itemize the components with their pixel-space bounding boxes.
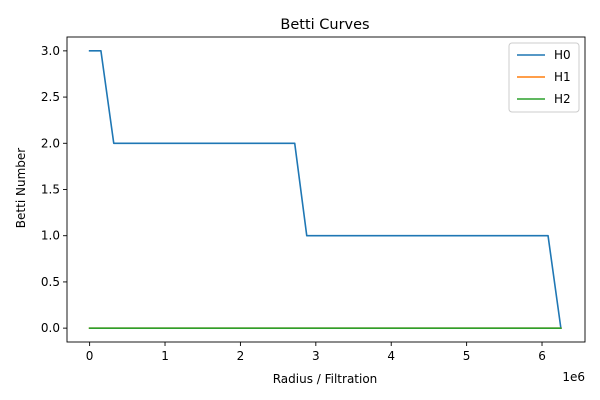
x-tick-label: 0 (86, 349, 94, 363)
y-axis-label: Betti Number (14, 148, 28, 228)
y-tick-label: 2.0 (41, 136, 60, 150)
x-tick-label: 4 (387, 349, 395, 363)
y-tick-label: 3.0 (41, 44, 60, 58)
plot-area (88, 50, 562, 330)
series-line-h0 (88, 50, 562, 330)
x-axis-label: Radius / Filtration (273, 372, 378, 386)
x-axis-offset-text: 1e6 (562, 370, 585, 384)
chart-title: Betti Curves (280, 17, 369, 33)
y-tick-label: 1.5 (41, 183, 60, 197)
legend-label-h1: H1 (554, 70, 571, 84)
legend: H0 H1 H2 (508, 42, 580, 113)
x-tick-label: 6 (538, 349, 546, 363)
y-tick-label: 2.5 (41, 90, 60, 104)
x-tick-label: 1 (161, 349, 169, 363)
y-tick-label: 0.0 (41, 321, 60, 335)
axes: 0 1 2 3 4 5 6 0.0 0.5 1.0 1.5 2.0 2.5 3.0 (41, 36, 586, 363)
plot-frame (66, 36, 586, 343)
y-tick-label: 1.0 (41, 229, 60, 243)
y-tick-label: 0.5 (41, 275, 60, 289)
x-tick-label: 2 (237, 349, 245, 363)
legend-label-h2: H2 (554, 92, 571, 106)
x-tick-label: 5 (463, 349, 471, 363)
legend-label-h0: H0 (554, 48, 571, 62)
x-tick-label: 3 (312, 349, 320, 363)
